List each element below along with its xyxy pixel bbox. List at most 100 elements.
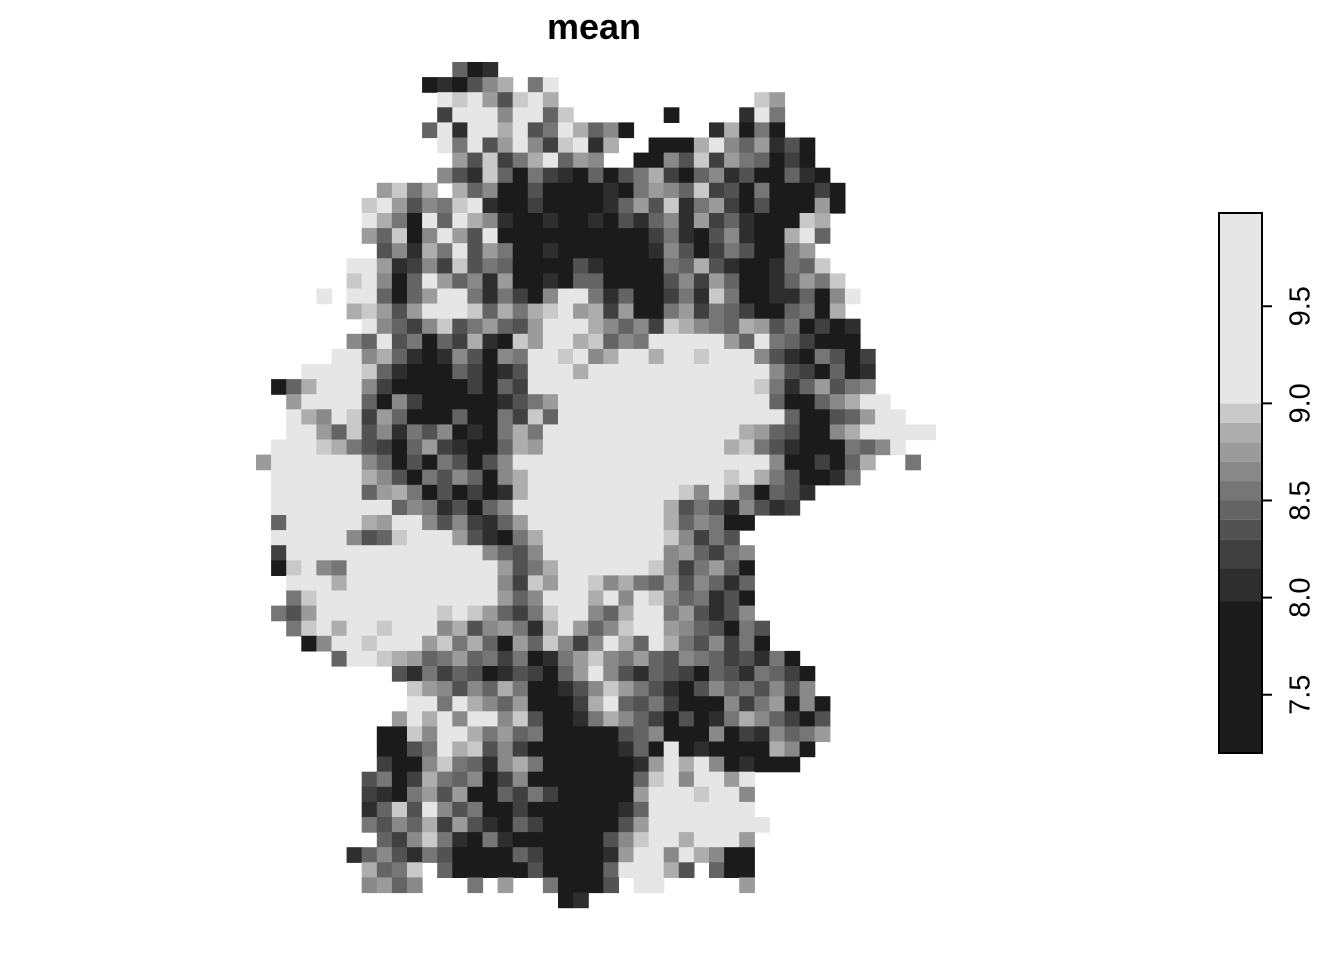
raster-cell	[633, 273, 650, 290]
raster-cell	[497, 333, 514, 350]
raster-cell	[588, 771, 604, 788]
raster-cell	[769, 379, 786, 395]
raster-cell	[724, 243, 740, 259]
raster-cell	[754, 303, 770, 320]
raster-cell	[709, 620, 725, 637]
raster-cell	[407, 303, 423, 320]
raster-cell	[799, 454, 816, 471]
raster-cell	[452, 771, 468, 788]
raster-cell	[784, 182, 801, 199]
raster-cell	[618, 681, 635, 697]
raster-cell	[437, 318, 453, 335]
raster-cell	[573, 817, 589, 833]
raster-cell	[603, 469, 619, 486]
raster-cell	[618, 726, 635, 743]
colorbar-tick-label: 7.5	[1285, 675, 1317, 715]
raster-cell	[603, 545, 619, 561]
raster-cell	[452, 817, 468, 833]
raster-cell	[799, 288, 816, 305]
raster-cell	[633, 756, 650, 773]
raster-cell	[437, 243, 453, 259]
raster-cell	[542, 877, 559, 894]
raster-cell	[422, 726, 438, 743]
raster-cell	[316, 379, 333, 395]
raster-cell	[558, 439, 574, 456]
raster-cell	[588, 560, 604, 576]
raster-cell	[588, 213, 604, 229]
colorbar-tick-label: 8.0	[1285, 577, 1317, 617]
raster-cell	[452, 152, 468, 169]
raster-cell	[482, 832, 499, 848]
raster-cell	[769, 243, 786, 259]
raster-cell	[663, 847, 680, 863]
raster-cell	[527, 409, 544, 425]
raster-cell	[588, 273, 604, 290]
raster-cell	[346, 364, 363, 380]
raster-cell	[754, 635, 770, 652]
raster-cell	[512, 409, 529, 425]
raster-cell	[527, 590, 544, 607]
raster-cell	[769, 756, 786, 773]
raster-cell	[633, 832, 650, 848]
raster-cell	[361, 545, 378, 561]
raster-cell	[693, 333, 710, 350]
raster-cell	[558, 545, 574, 561]
raster-cell	[301, 394, 317, 410]
raster-cell	[527, 681, 544, 697]
raster-cell	[769, 364, 786, 380]
raster-cell	[693, 560, 710, 576]
raster-cell	[271, 530, 287, 546]
raster-cell	[376, 258, 393, 274]
raster-cell	[633, 439, 650, 456]
raster-cell	[482, 605, 499, 622]
raster-cell	[709, 545, 725, 561]
raster-cell	[633, 711, 650, 727]
raster-cell	[407, 228, 423, 244]
raster-cell	[754, 484, 770, 501]
raster-cell	[391, 348, 408, 365]
raster-cell	[482, 213, 499, 229]
raster-cell	[663, 197, 680, 214]
raster-cell	[407, 197, 423, 214]
raster-cell	[693, 515, 710, 531]
raster-cell	[603, 364, 619, 380]
raster-cell	[437, 817, 453, 833]
raster-cell	[648, 681, 665, 697]
raster-cell	[618, 590, 635, 607]
raster-cell	[618, 469, 635, 486]
raster-cell	[376, 756, 393, 773]
raster-cell	[558, 711, 574, 727]
raster-cell	[603, 696, 619, 712]
raster-cell	[799, 243, 816, 259]
raster-cell	[603, 756, 619, 773]
raster-cell	[422, 288, 438, 305]
raster-cell	[739, 832, 755, 848]
raster-cell	[301, 454, 317, 471]
raster-cell	[709, 333, 725, 350]
raster-cell	[739, 635, 755, 652]
raster-cell	[754, 409, 770, 425]
raster-cell	[452, 635, 468, 652]
raster-cell	[739, 182, 755, 199]
raster-cell	[361, 394, 378, 410]
raster-cell	[527, 575, 544, 592]
raster-cell	[512, 152, 529, 169]
raster-cell	[407, 333, 423, 350]
raster-cell	[573, 122, 589, 139]
raster-cell	[693, 620, 710, 637]
raster-cell	[437, 696, 453, 712]
raster-cell	[709, 394, 725, 410]
raster-cell	[271, 454, 287, 471]
raster-cell	[739, 318, 755, 335]
raster-cell	[542, 348, 559, 365]
raster-cell	[633, 213, 650, 229]
raster-cell	[603, 771, 619, 788]
raster-cell	[784, 499, 801, 516]
raster-cell	[346, 469, 363, 486]
raster-cell	[829, 409, 846, 425]
raster-cell	[739, 590, 755, 607]
raster-cell	[814, 288, 831, 305]
raster-cell	[769, 228, 786, 244]
raster-cell	[573, 650, 589, 667]
raster-cell	[678, 152, 695, 169]
